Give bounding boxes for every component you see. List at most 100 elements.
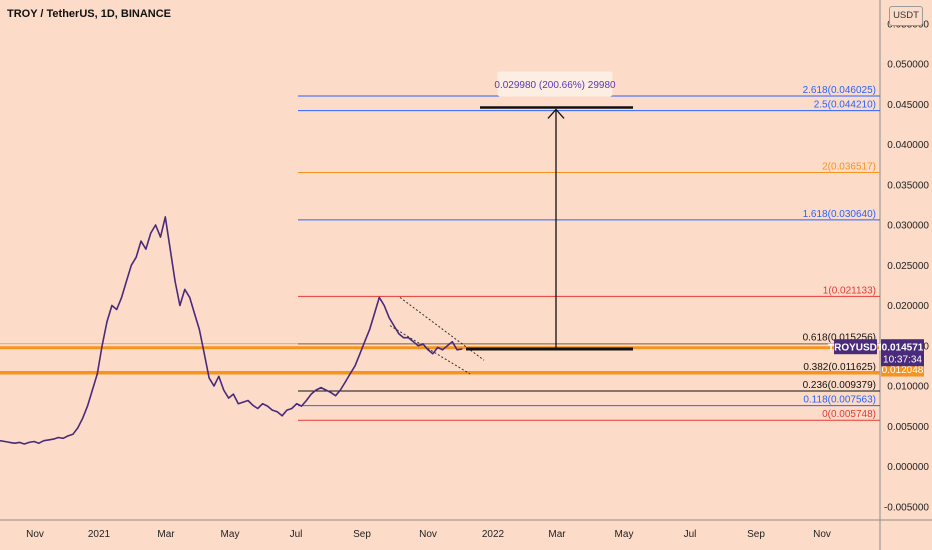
price-point — [193, 312, 196, 315]
y-tick-label: 0.040000 — [887, 140, 929, 151]
price-point — [388, 316, 390, 319]
price-point — [155, 224, 157, 226]
price-point — [67, 435, 69, 437]
y-tick-label: 0.000000 — [887, 462, 929, 473]
price-point — [456, 349, 458, 351]
price-point — [276, 411, 278, 413]
y-tick-label: 0.020000 — [887, 301, 929, 312]
price-point — [422, 343, 424, 345]
x-tick-label: May — [615, 529, 634, 540]
y-tick-label: -0.005000 — [884, 502, 929, 513]
price-point — [52, 438, 55, 440]
price-point — [412, 341, 414, 343]
price-point — [4, 440, 6, 443]
price-point — [169, 248, 171, 250]
symbol-tag-box — [834, 339, 877, 355]
x-tick-label: Mar — [548, 529, 566, 540]
y-tick-label: 0.045000 — [887, 100, 929, 111]
price-point — [266, 405, 269, 407]
chart-title: TROY / TetherUS, 1D, BINANCE — [7, 8, 172, 20]
price-point — [77, 427, 79, 429]
y-tick-label: 0.005000 — [887, 422, 929, 433]
price-point — [111, 304, 113, 307]
price-point — [242, 401, 244, 403]
price-point — [354, 365, 356, 367]
fib-level-label: 0(0.005748) — [822, 409, 876, 420]
measure-annotation-box — [497, 71, 613, 97]
fib-level-label: 1(0.021133) — [823, 285, 876, 296]
measure-arrowhead — [547, 108, 565, 119]
price-point — [13, 442, 16, 444]
price-point — [286, 409, 288, 411]
price-point — [359, 353, 361, 355]
price-point — [43, 440, 45, 442]
price-point — [364, 341, 366, 343]
x-tick-label: 2022 — [482, 529, 505, 540]
price-point — [320, 387, 322, 389]
price-point — [164, 216, 166, 218]
price-point — [203, 353, 205, 355]
price-point — [247, 399, 249, 402]
channel-lower-line — [389, 325, 471, 375]
fib-level-label: 0.618(0.015256) — [803, 333, 876, 344]
fib-level-label: 0.382(0.011625) — [803, 362, 876, 373]
x-tick-label: Nov — [813, 529, 831, 540]
price-point — [145, 248, 147, 250]
price-point — [446, 345, 449, 347]
x-tick-label: May — [221, 529, 240, 540]
price-point — [101, 345, 103, 347]
price-point — [398, 333, 400, 335]
symbol-tag-label: TROYUSDT — [828, 343, 883, 354]
y-tick-label: 0.010000 — [887, 382, 929, 393]
price-point — [62, 437, 64, 439]
price-point — [441, 349, 444, 351]
price-point — [106, 321, 108, 323]
price-point — [281, 415, 283, 417]
price-point — [23, 443, 25, 445]
price-point — [344, 381, 346, 383]
price-point — [135, 256, 137, 258]
currency-label[interactable]: USDT — [889, 6, 923, 26]
x-tick-label: Mar — [157, 529, 175, 540]
orange-price-tag-label: 0.012048 — [882, 365, 924, 376]
channel-upper-line — [399, 297, 485, 361]
price-point — [271, 409, 273, 411]
fib-level-label: 2(0.036517) — [822, 162, 876, 173]
price-point — [116, 308, 118, 311]
price-point — [184, 288, 186, 290]
price-point — [349, 373, 351, 375]
price-point — [120, 296, 123, 299]
x-tick-label: Jul — [684, 529, 697, 540]
price-point — [159, 236, 162, 238]
price-point — [72, 433, 74, 435]
fib-level-label: 2.5(0.044210) — [814, 100, 876, 111]
price-point — [174, 280, 176, 282]
price-point — [0, 440, 1, 442]
price-point — [189, 296, 191, 299]
price-point — [125, 280, 128, 282]
price-point — [378, 296, 380, 299]
price-point — [339, 389, 342, 391]
price-point — [373, 312, 376, 315]
price-point — [140, 240, 142, 242]
price-point — [369, 329, 371, 331]
price-point — [86, 405, 89, 407]
price-point — [403, 337, 405, 339]
price-point — [218, 375, 220, 377]
x-tick-label: Nov — [26, 529, 44, 540]
price-series-line — [0, 216, 463, 445]
x-tick-label: Sep — [747, 529, 765, 540]
price-point — [310, 393, 312, 395]
price-point — [296, 403, 298, 405]
price-point — [383, 304, 385, 307]
x-tick-label: Nov — [419, 529, 437, 540]
measure-annotation-text: 0.029980 (200.66%) 29980 — [494, 80, 616, 91]
price-point — [262, 403, 264, 405]
price-point — [437, 346, 439, 348]
price-point — [232, 393, 235, 395]
price-point — [198, 329, 200, 331]
price-point — [82, 417, 84, 419]
price-point — [150, 232, 152, 234]
